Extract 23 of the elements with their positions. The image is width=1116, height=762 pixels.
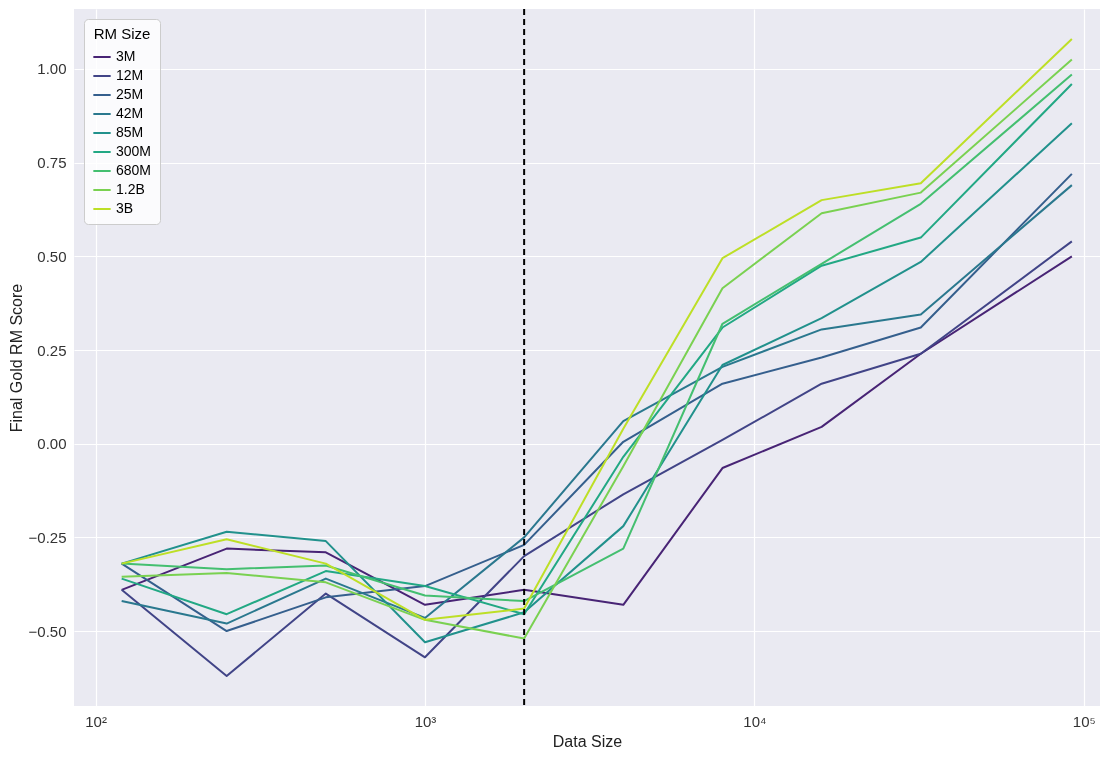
y-tick-label: 0.75	[37, 154, 67, 172]
legend-label: 3M	[116, 48, 136, 64]
legend-label: 42M	[116, 105, 144, 121]
x-tick-label: 10²	[85, 712, 107, 730]
legend-label: 3B	[116, 200, 134, 216]
y-axis-title: Final Gold RM Score	[7, 283, 25, 433]
legend-label: 85M	[116, 124, 144, 140]
legend-label: 680M	[116, 162, 152, 178]
legend-label: 12M	[116, 67, 144, 83]
legend-label: 1.2B	[116, 181, 145, 197]
y-tick-label: −0.25	[28, 528, 67, 546]
legend-label: 300M	[116, 143, 152, 159]
y-tick-label: −0.50	[28, 622, 67, 640]
legend-label: 25M	[116, 86, 144, 102]
x-tick-label: 10³	[414, 712, 437, 730]
y-tick-label: 0.50	[37, 247, 67, 265]
y-tick-label: 1.00	[37, 60, 67, 78]
x-axis-title: Data Size	[552, 732, 623, 750]
y-tick-label: 0.25	[37, 341, 67, 359]
x-tick-label: 10⁵	[1072, 712, 1096, 730]
y-tick-label: 0.00	[37, 435, 67, 453]
legend-title: RM Size	[93, 25, 151, 42]
x-tick-label: 10⁴	[743, 712, 767, 730]
